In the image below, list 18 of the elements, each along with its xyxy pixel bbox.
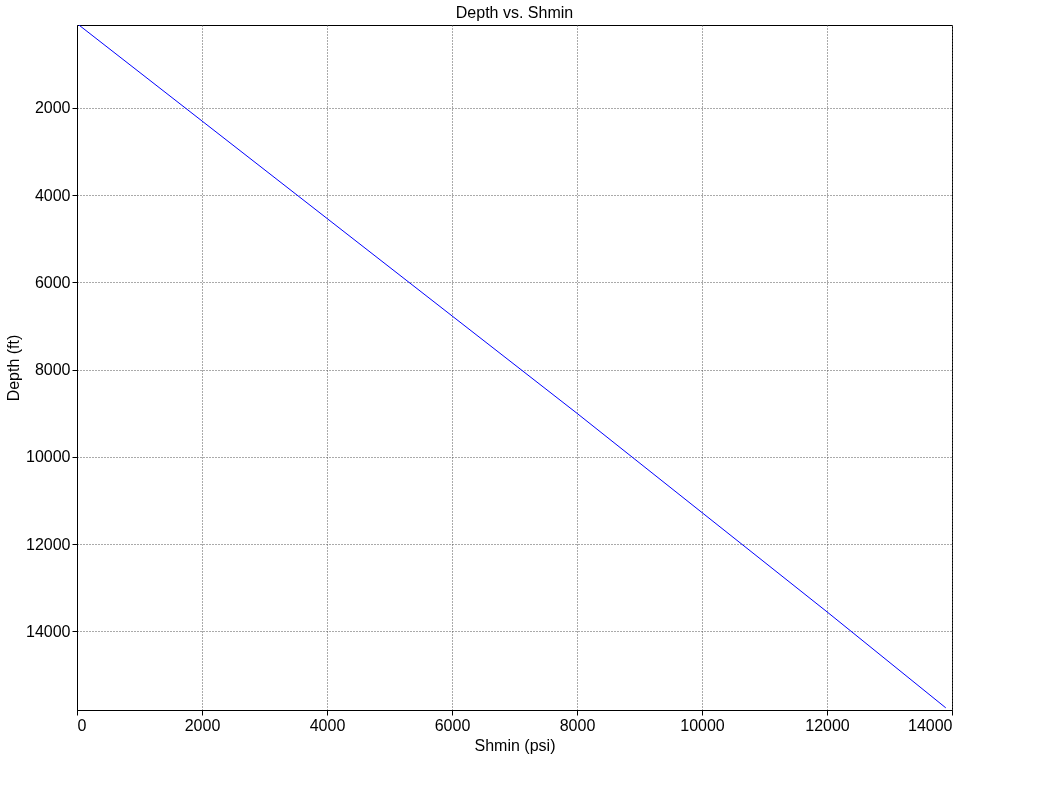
- y-axis-title: Depth (ft): [5, 334, 23, 402]
- y-tick-label: 4000: [34, 186, 71, 204]
- x-tick-label: 4000: [309, 716, 346, 734]
- y-tick-label: 12000: [26, 535, 71, 553]
- x-tick-label: 2000: [184, 716, 221, 734]
- chart-title: Depth vs. Shmin: [455, 4, 574, 21]
- y-tick-label: 2000: [34, 99, 71, 117]
- y-tick-label: 8000: [34, 361, 71, 379]
- x-tick-label: 10000: [680, 716, 725, 734]
- y-tick-label: 14000: [26, 622, 71, 640]
- x-tick-label: 12000: [805, 716, 850, 734]
- x-tick-label: 8000: [559, 716, 596, 734]
- y-tick-label: 6000: [34, 273, 71, 291]
- x-tick-label: 14000: [908, 716, 953, 734]
- y-tick-label: 10000: [26, 448, 71, 466]
- x-tick-label: 0: [77, 716, 87, 734]
- x-tick-label: 6000: [434, 716, 471, 734]
- x-axis-title: Shmin (psi): [474, 736, 556, 754]
